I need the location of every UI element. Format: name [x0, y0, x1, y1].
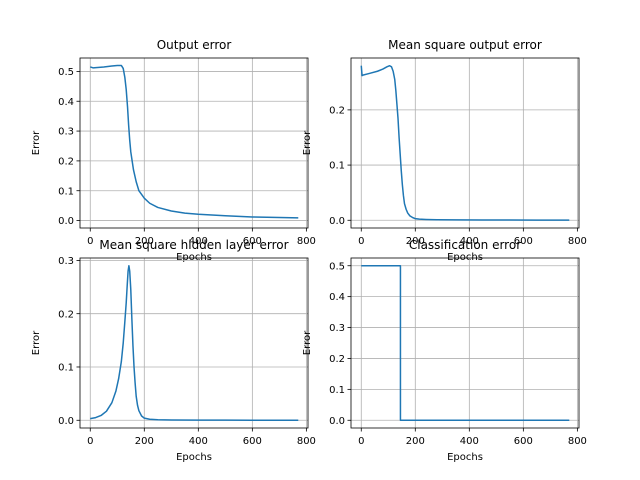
- x-tick-label: 0: [358, 236, 364, 247]
- panel-mean-square-hidden-layer-error: 0 200 400 600 800 0.0 0.1 0.2 0.3 Mean square hid…: [31, 238, 316, 463]
- x-tick-label: 600: [243, 436, 262, 447]
- axes-frame: [79, 257, 309, 429]
- series-line: [360, 64, 570, 221]
- chart-title: Output error: [157, 38, 232, 52]
- chart-title: Mean square output error: [388, 38, 542, 52]
- y-tick-label: 0.2: [58, 309, 74, 320]
- x-tick-label: 400: [189, 436, 208, 447]
- y-tick-label: 0.0: [58, 416, 74, 427]
- x-tick-label: 0: [87, 236, 93, 247]
- axes-frame: [350, 57, 580, 229]
- y-tick-label: 0.3: [329, 323, 345, 334]
- y-tick-label: 0.1: [58, 186, 74, 197]
- x-tick-label: 400: [460, 236, 479, 247]
- x-tick-label: 200: [135, 236, 154, 247]
- x-tick-label: 200: [406, 436, 425, 447]
- axes-frame: [79, 57, 309, 229]
- x-tick-label: 0: [87, 436, 93, 447]
- series-line: [90, 264, 299, 421]
- x-tick-label: 0: [358, 436, 364, 447]
- x-tick-label: 600: [243, 236, 262, 247]
- y-tick-label: 0.4: [329, 292, 345, 303]
- axes-frame: [350, 257, 580, 429]
- x-tick-label: 200: [406, 236, 425, 247]
- y-tick-label: 0.0: [329, 216, 345, 227]
- y-tick-label: 0.5: [58, 67, 74, 78]
- y-axis-label: Error: [31, 330, 42, 355]
- series-line: [361, 264, 570, 422]
- y-tick-label: 0.0: [329, 416, 345, 427]
- x-tick-label: 800: [568, 236, 587, 247]
- series-line: [90, 64, 299, 219]
- y-tick-label: 0.1: [329, 161, 345, 172]
- y-tick-label: 0.2: [329, 105, 345, 116]
- x-tick-label: 600: [514, 436, 533, 447]
- y-axis-label: Error: [31, 130, 42, 155]
- y-axis-label: Error: [302, 130, 313, 155]
- x-tick-label: 800: [568, 436, 587, 447]
- panel-classification-error: 0 200 400 600 800 0.0 0.1 0.2 0.3 0.4 0.5 Classific…: [302, 238, 587, 463]
- y-tick-label: 0.3: [58, 256, 74, 267]
- x-tick-label: 400: [189, 236, 208, 247]
- y-tick-label: 0.1: [58, 363, 74, 374]
- x-axis-label: Epochs: [447, 252, 483, 263]
- y-tick-label: 0.2: [58, 156, 74, 167]
- x-tick-label: 800: [297, 436, 316, 447]
- x-axis-label: Epochs: [447, 452, 483, 463]
- y-axis-label: Error: [302, 330, 313, 355]
- x-axis-label: Epochs: [176, 252, 212, 263]
- x-tick-label: 400: [460, 436, 479, 447]
- chart-title: Classification error: [409, 238, 521, 252]
- x-axis-label: Epochs: [176, 452, 212, 463]
- y-tick-label: 0.4: [58, 97, 74, 108]
- y-tick-label: 0.5: [329, 261, 345, 272]
- x-tick-label: 600: [514, 236, 533, 247]
- y-tick-label: 0.0: [58, 216, 74, 227]
- y-tick-label: 0.1: [329, 385, 345, 396]
- y-tick-label: 0.2: [329, 354, 345, 365]
- panel-output-error: 0 200 400 600 800 0.0 0.1 0.2 0.3 0.4 0.5 Output er…: [31, 38, 316, 263]
- x-tick-label: 800: [297, 236, 316, 247]
- chart-title: Mean square hidden layer error: [99, 238, 288, 252]
- panel-mean-square-output-error: 0 200 400 600 800 0.0 0.1 0.2 Mean square output…: [302, 38, 587, 263]
- x-tick-label: 200: [135, 436, 154, 447]
- y-tick-label: 0.3: [58, 127, 74, 138]
